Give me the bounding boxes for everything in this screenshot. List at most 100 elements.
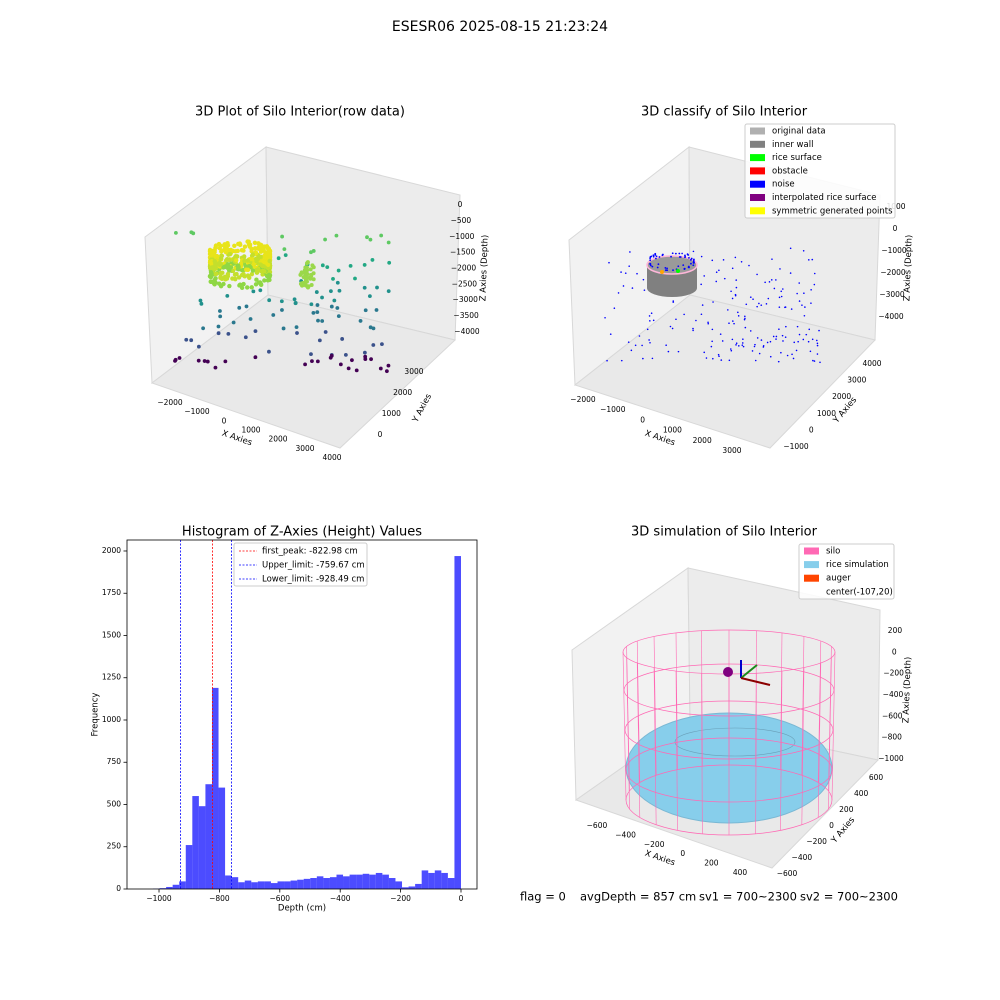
x-tick-label: 0 xyxy=(680,849,685,858)
raw-point xyxy=(267,349,271,354)
noise-point xyxy=(674,252,677,255)
noise-point xyxy=(756,273,758,276)
raw-point xyxy=(213,365,218,370)
raw-point xyxy=(226,268,232,273)
noise-point xyxy=(649,264,652,267)
raw-point xyxy=(245,273,251,278)
bar xyxy=(244,880,252,889)
noise-point xyxy=(816,353,819,355)
legend-label: inner wall xyxy=(772,140,813,150)
bar xyxy=(251,882,258,889)
y-tick-label: 1750 xyxy=(102,588,121,597)
bar xyxy=(238,882,245,889)
noise-point xyxy=(782,288,784,290)
raw-point xyxy=(225,293,230,298)
noise-point xyxy=(751,350,754,352)
raw-point xyxy=(245,285,250,290)
raw-point xyxy=(299,271,304,276)
legend-swatch xyxy=(804,561,819,569)
silo-ring xyxy=(623,663,835,717)
raw-point xyxy=(335,280,340,285)
raw-point xyxy=(387,260,392,265)
silo-wire xyxy=(636,640,641,783)
raw-point xyxy=(293,301,298,305)
z-tick-label: −4000 xyxy=(454,327,480,336)
raw-point xyxy=(236,264,241,270)
noise-point xyxy=(744,326,747,329)
noise-point xyxy=(711,340,713,343)
y-tick-label: 1000 xyxy=(817,409,836,418)
x-tick-label: 4000 xyxy=(322,453,341,462)
bar xyxy=(205,784,212,889)
legend-label: silo xyxy=(826,547,840,557)
axis-arrow xyxy=(740,677,771,686)
noise-point xyxy=(692,327,694,330)
raw-point xyxy=(266,246,271,251)
noise-point xyxy=(690,258,692,261)
noise-point xyxy=(700,255,703,258)
raw-point xyxy=(329,304,334,309)
raw-point xyxy=(298,281,303,286)
raw-point xyxy=(308,267,313,272)
raw-point xyxy=(256,245,261,250)
raw-point xyxy=(303,280,308,285)
raw-point xyxy=(244,304,249,309)
noise-point xyxy=(795,349,798,352)
noise-point xyxy=(731,297,734,300)
x-tick-label: 3000 xyxy=(295,444,314,453)
raw-point xyxy=(379,233,384,238)
raw-point xyxy=(210,265,215,270)
bar xyxy=(349,874,357,889)
noise-point xyxy=(780,295,783,298)
legend-label: Upper_limit: -759.67 cm xyxy=(262,561,365,571)
raw-point xyxy=(386,289,391,294)
raw-point xyxy=(184,337,189,342)
bar xyxy=(447,878,455,889)
noise-point xyxy=(617,292,620,294)
raw-point xyxy=(304,265,309,270)
raw-point xyxy=(199,301,204,306)
bar xyxy=(303,878,311,889)
y-tick-label: 1000 xyxy=(102,715,121,724)
raw-point xyxy=(231,320,236,325)
raw-point xyxy=(234,254,240,259)
noise-point xyxy=(741,344,744,346)
raw-point xyxy=(212,248,217,253)
noise-point xyxy=(719,333,722,335)
raw-point xyxy=(332,298,337,303)
raw-point xyxy=(213,265,219,271)
z-tick-label: −1000 xyxy=(449,232,475,241)
x-tick-label: −1000 xyxy=(184,407,210,416)
raw-point xyxy=(309,282,314,287)
noise-point xyxy=(683,268,686,270)
noise-point xyxy=(748,264,750,267)
noise-point xyxy=(700,283,702,286)
raw-point xyxy=(329,353,334,358)
noise-point xyxy=(745,303,748,306)
noise-point xyxy=(638,335,641,337)
noise-point xyxy=(741,342,744,344)
noise-point xyxy=(732,320,734,322)
raw-point xyxy=(262,269,267,274)
raw-point xyxy=(213,254,218,259)
bar xyxy=(323,878,330,889)
raw-point xyxy=(316,318,320,323)
bar xyxy=(211,687,219,889)
noise-point xyxy=(650,312,653,315)
raw-point xyxy=(223,249,229,255)
legend-label: auger xyxy=(826,574,851,584)
raw-point xyxy=(267,258,272,264)
raw-point xyxy=(335,306,340,310)
raw-point xyxy=(253,256,259,261)
legend-swatch xyxy=(750,140,765,148)
raw-point xyxy=(245,258,250,263)
y-tick-label: 0 xyxy=(809,425,814,434)
raw-point xyxy=(248,317,253,321)
plot-frame xyxy=(126,539,478,890)
y-tick-label: 0 xyxy=(829,821,834,830)
noise-point xyxy=(666,269,669,272)
z-tick-label: −3000 xyxy=(879,290,905,299)
noise-point xyxy=(604,316,606,319)
noise-point xyxy=(737,311,739,314)
noise-point xyxy=(769,355,772,358)
